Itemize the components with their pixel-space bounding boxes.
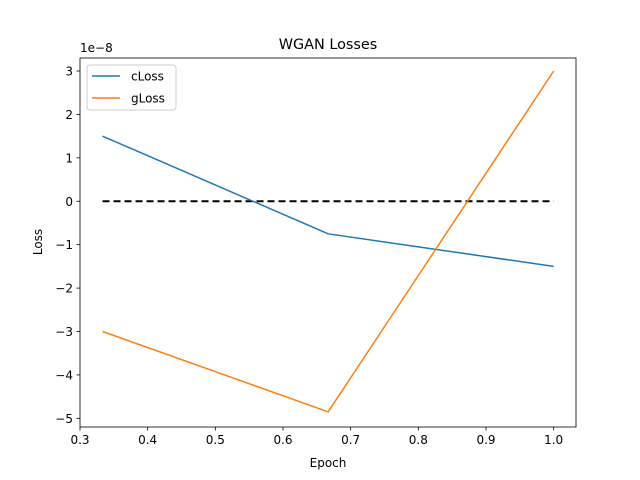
x-tick-label: 1.0 xyxy=(544,433,563,447)
y-tick-label: 2 xyxy=(65,108,73,122)
x-tick-label: 0.3 xyxy=(70,433,89,447)
x-tick-label: 0.7 xyxy=(341,433,360,447)
plot-area xyxy=(80,58,576,427)
y-tick-label: −5 xyxy=(55,412,73,426)
x-axis-label: Epoch xyxy=(310,456,347,470)
y-tick-label: 0 xyxy=(65,195,73,209)
x-tick-label: 0.8 xyxy=(409,433,428,447)
x-tick-label: 0.5 xyxy=(206,433,225,447)
plot-frame xyxy=(79,57,577,428)
x-tick-label: 0.9 xyxy=(476,433,495,447)
legend-label-gLoss: gLoss xyxy=(131,92,165,106)
x-tick-label: 0.4 xyxy=(138,433,157,447)
y-tick-label: 1 xyxy=(65,151,73,165)
y-axis: −5 −4 −3 −2 −1 0 1 2 3 xyxy=(55,65,80,426)
chart-title: WGAN Losses xyxy=(279,37,377,53)
legend: cLoss gLoss xyxy=(86,64,177,111)
y-tick-label: −4 xyxy=(55,368,73,382)
legend-label-cLoss: cLoss xyxy=(131,70,164,84)
y-tick-label: −3 xyxy=(55,325,73,339)
y-axis-label: Loss xyxy=(31,229,45,255)
y-tick-label: 3 xyxy=(65,65,73,79)
series-line-cLoss xyxy=(102,135,554,268)
y-tick-label: −2 xyxy=(55,282,73,296)
y-tick-label: −1 xyxy=(55,238,73,252)
x-axis: 0.3 0.4 0.5 0.6 0.7 0.8 0.9 1.0 xyxy=(70,427,563,447)
x-tick-label: 0.6 xyxy=(273,433,292,447)
series-line-gLoss xyxy=(102,70,555,413)
y-scale-offset: 1e−8 xyxy=(80,41,113,55)
series-group xyxy=(102,70,555,413)
